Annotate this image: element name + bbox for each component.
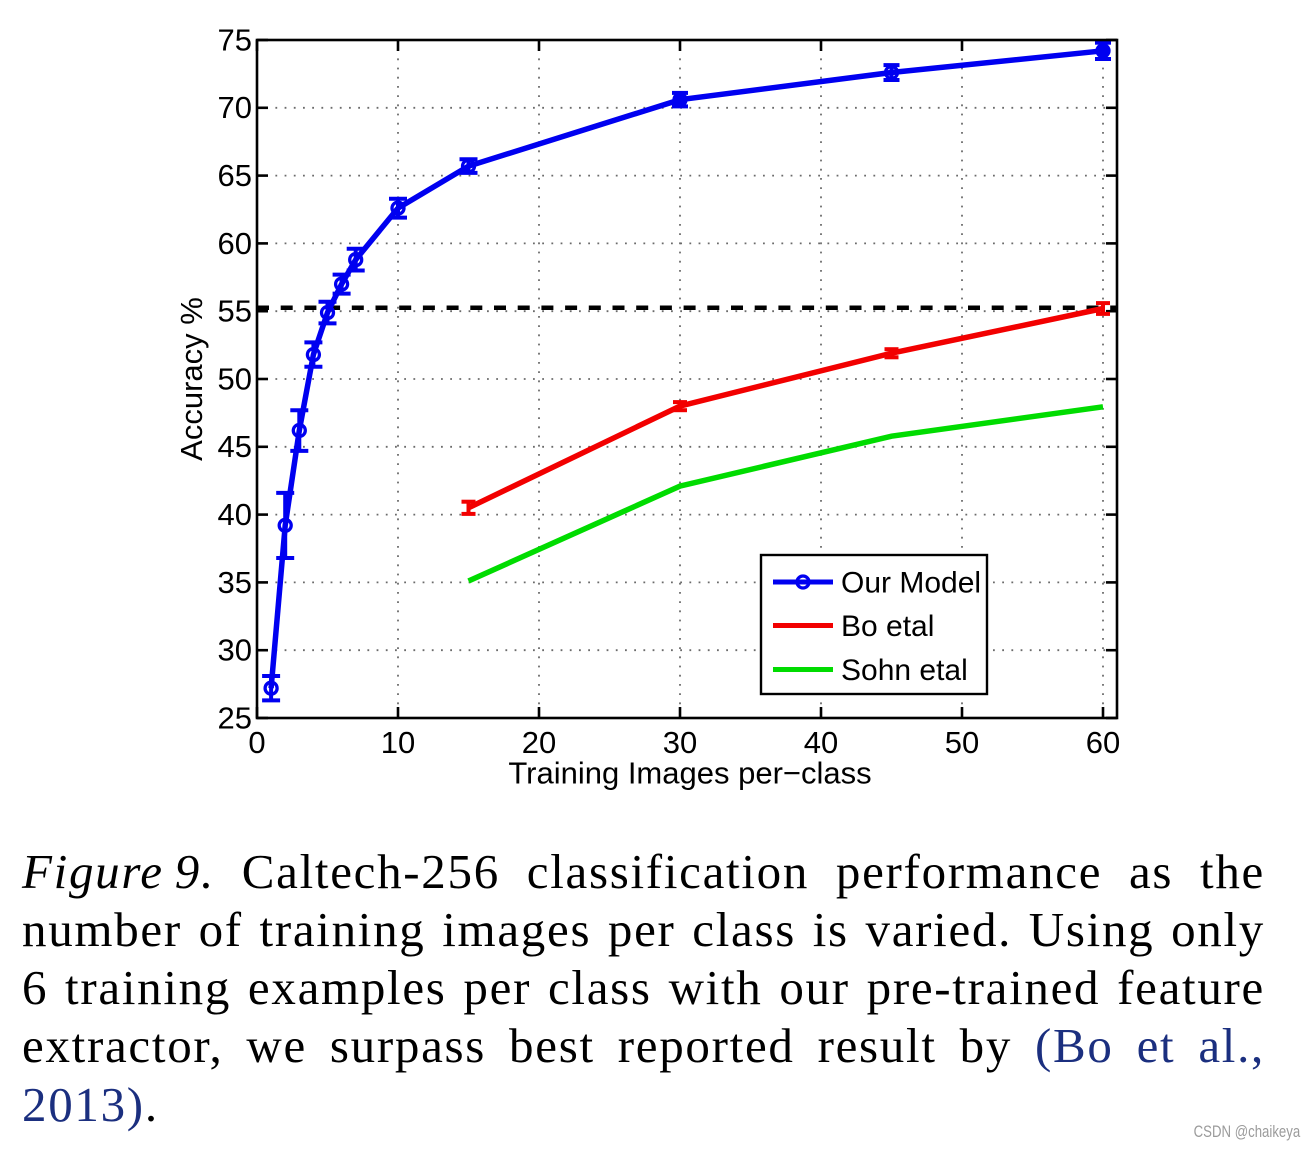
svg-text:Our Model: Our Model	[841, 567, 981, 600]
svg-text:40: 40	[804, 725, 838, 760]
svg-text:35: 35	[218, 565, 252, 600]
svg-text:50: 50	[945, 725, 979, 760]
svg-text:50: 50	[218, 361, 252, 396]
svg-text:30: 30	[218, 633, 252, 668]
svg-text:Bo etal: Bo etal	[841, 610, 934, 643]
svg-text:65: 65	[218, 158, 252, 193]
svg-text:0: 0	[248, 725, 265, 760]
svg-text:Accuracy %: Accuracy %	[174, 297, 209, 461]
svg-text:40: 40	[218, 497, 252, 532]
svg-text:10: 10	[381, 725, 415, 760]
svg-text:Sohn etal: Sohn etal	[841, 654, 968, 687]
svg-text:Training Images per−class: Training Images per−class	[508, 756, 871, 791]
svg-text:25: 25	[218, 700, 252, 735]
svg-text:55: 55	[218, 294, 252, 329]
svg-text:30: 30	[663, 725, 697, 760]
svg-text:70: 70	[218, 90, 252, 125]
svg-text:60: 60	[218, 226, 252, 261]
svg-text:60: 60	[1086, 725, 1120, 760]
svg-text:20: 20	[522, 725, 556, 760]
svg-text:75: 75	[218, 22, 252, 57]
svg-text:45: 45	[218, 429, 252, 464]
